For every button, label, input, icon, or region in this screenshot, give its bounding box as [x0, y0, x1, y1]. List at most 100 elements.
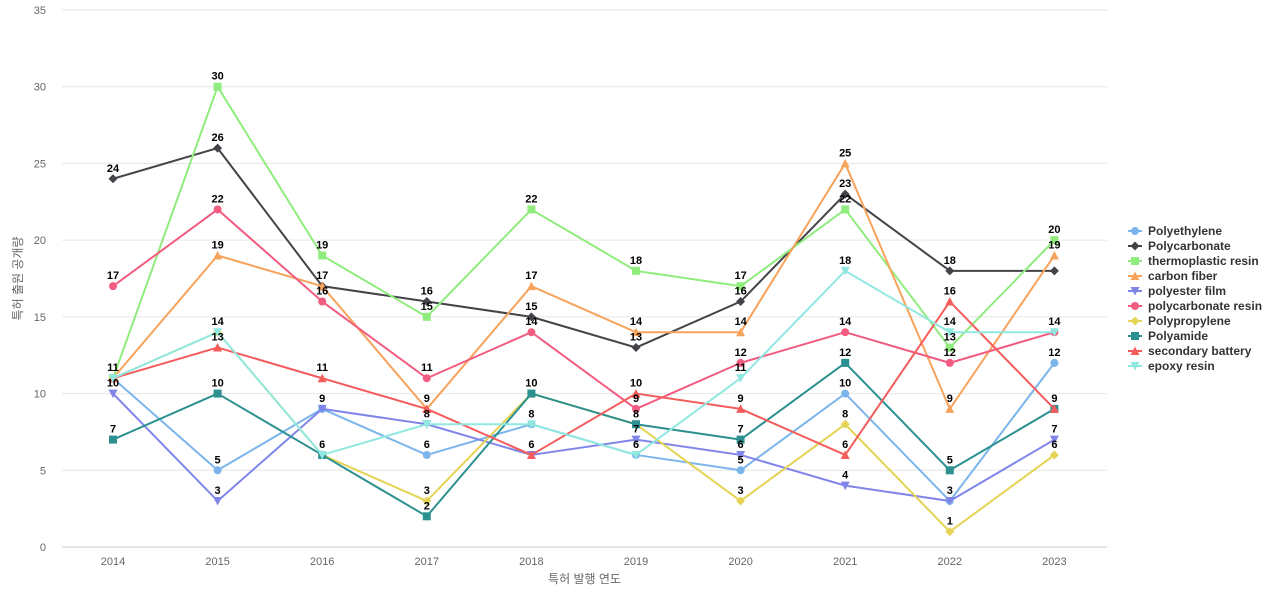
- legend-label: Polycarbonate: [1148, 239, 1231, 253]
- data-label: 22: [211, 193, 223, 205]
- data-point: [422, 420, 432, 429]
- data-point: [213, 82, 222, 91]
- legend-label: carbon fiber: [1148, 269, 1218, 283]
- x-tick-label: 2015: [205, 556, 229, 568]
- data-label: 18: [839, 255, 851, 267]
- data-point: [945, 343, 954, 352]
- data-label: 10: [211, 378, 223, 390]
- y-tick-label: 25: [34, 158, 46, 170]
- data-point: [317, 404, 327, 414]
- y-axis-title: 특허 출원 공개량: [11, 237, 25, 321]
- y-tick-label: 10: [34, 389, 46, 401]
- data-label: 19: [1048, 239, 1060, 251]
- data-point: [631, 389, 641, 398]
- legend-marker: [1131, 332, 1139, 340]
- legend-marker: [1131, 302, 1139, 310]
- x-tick-label: 2014: [101, 556, 125, 568]
- series-line: [112, 269, 1055, 456]
- data-point: [945, 297, 955, 306]
- y-tick-label: 35: [34, 5, 46, 17]
- data-point: [317, 281, 327, 291]
- y-tick-label: 15: [34, 312, 46, 324]
- data-point: [1049, 435, 1059, 445]
- x-axis-title: 특허 발행 연도: [548, 571, 621, 586]
- data-label: 12: [839, 347, 851, 359]
- x-tick-label: 2020: [728, 556, 752, 568]
- data-point: [318, 251, 327, 260]
- data-point: [108, 174, 118, 184]
- data-point: [945, 527, 955, 537]
- x-tick-label: 2021: [833, 556, 857, 568]
- data-label: 24: [107, 163, 120, 175]
- data-label: 13: [630, 332, 642, 344]
- legend-item[interactable]: thermoplastic resin: [1128, 254, 1259, 268]
- data-point: [422, 512, 431, 521]
- legend-marker: [1131, 257, 1139, 265]
- legend-marker: [1130, 346, 1140, 355]
- data-point: [736, 496, 746, 506]
- series-epoxy-resin: [108, 266, 1059, 460]
- series-line: [112, 300, 1056, 456]
- data-label: 10: [839, 378, 851, 390]
- data-point: [631, 435, 641, 445]
- data-label: 14: [211, 316, 224, 328]
- data-label: 7: [633, 424, 639, 436]
- legend-item[interactable]: polyester film: [1128, 284, 1226, 298]
- data-point: [318, 297, 327, 306]
- legend-item[interactable]: Polyethylene: [1128, 224, 1222, 238]
- data-label: 9: [319, 393, 325, 405]
- data-point: [840, 450, 850, 459]
- data-label: 6: [633, 439, 639, 451]
- legend-label: polycarbonate resin: [1148, 299, 1262, 313]
- x-tick-label: 2019: [624, 556, 648, 568]
- data-label: 14: [630, 316, 643, 328]
- data-point: [108, 389, 118, 399]
- data-point: [213, 343, 223, 352]
- legend-marker: [1130, 316, 1140, 326]
- data-label: 11: [421, 362, 433, 374]
- data-label: 16: [944, 286, 956, 298]
- data-label: 15: [421, 301, 433, 313]
- data-point: [422, 404, 432, 413]
- series-layer: [108, 82, 1059, 537]
- legend-label: thermoplastic resin: [1148, 254, 1259, 268]
- legend-marker: [1130, 287, 1140, 296]
- legend-item[interactable]: secondary battery: [1128, 344, 1252, 358]
- data-point: [736, 404, 746, 413]
- legend-item[interactable]: polycarbonate resin: [1128, 299, 1262, 313]
- x-tick-label: 2017: [415, 556, 439, 568]
- x-tick-label: 2018: [519, 556, 543, 568]
- data-point: [1049, 404, 1059, 413]
- series-line: [112, 208, 1055, 410]
- data-point: [213, 143, 223, 153]
- data-point: [736, 327, 746, 337]
- data-label: 12: [1048, 347, 1060, 359]
- data-label: 14: [1048, 316, 1061, 328]
- data-point: [736, 450, 746, 460]
- data-point: [841, 205, 850, 214]
- data-point: [840, 158, 850, 168]
- data-label: 3: [947, 485, 953, 497]
- data-point: [736, 358, 745, 367]
- data-label: 17: [107, 270, 119, 282]
- legend-marker: [1130, 271, 1140, 280]
- legend-item[interactable]: carbon fiber: [1128, 269, 1218, 283]
- series-polyethylene: [109, 358, 1059, 505]
- data-point: [1049, 450, 1059, 460]
- legend-item[interactable]: Polypropylene: [1128, 314, 1231, 328]
- data-label: 23: [839, 178, 851, 190]
- data-label: 19: [316, 239, 328, 251]
- data-point: [527, 205, 536, 214]
- data-point: [213, 328, 223, 337]
- series-line: [112, 85, 1056, 379]
- legend-item[interactable]: Polyamide: [1128, 329, 1208, 343]
- data-label: 6: [528, 439, 534, 451]
- data-label: 16: [316, 286, 328, 298]
- legend-item[interactable]: Polycarbonate: [1128, 239, 1231, 253]
- data-point: [317, 373, 327, 383]
- legend-item[interactable]: epoxy resin: [1128, 359, 1215, 373]
- series-polypropylene: [108, 327, 1059, 537]
